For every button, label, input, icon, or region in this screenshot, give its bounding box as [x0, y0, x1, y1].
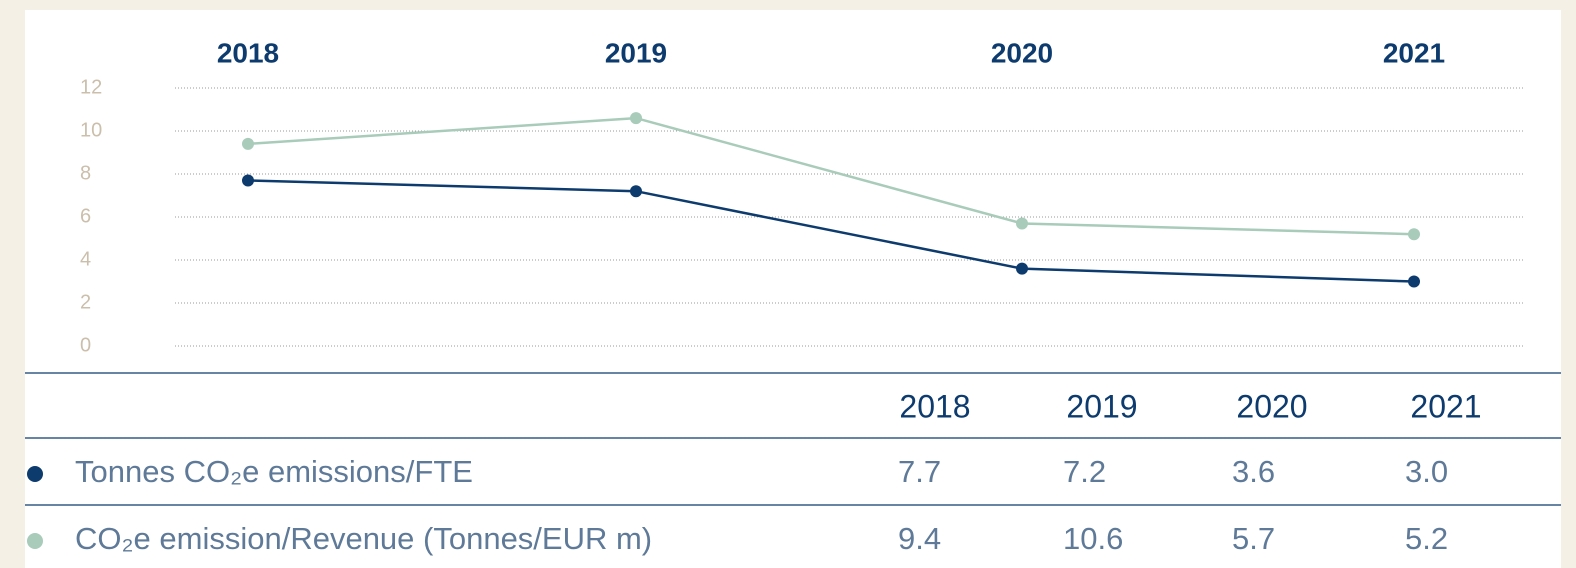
table-cell: 3.0	[1405, 454, 1448, 489]
y-tick-label: 4	[80, 248, 91, 270]
legend-label: CO₂e emission/Revenue (Tonnes/EUR m)	[75, 521, 652, 556]
table-cell: 7.2	[1063, 454, 1106, 489]
table-header: 2021	[1410, 388, 1481, 424]
x-tick-label: 2021	[1383, 37, 1445, 68]
point	[242, 137, 254, 150]
table-cell: 10.6	[1063, 521, 1123, 556]
table-cell: 7.7	[898, 454, 941, 489]
y-tick-label: 12	[80, 76, 102, 98]
table-cell: 9.4	[898, 521, 941, 556]
point	[1016, 217, 1028, 230]
point	[1016, 262, 1028, 275]
legend-dot	[27, 466, 43, 482]
legend-label: Tonnes CO₂e emissions/FTE	[75, 454, 473, 489]
table-cell: 5.2	[1405, 521, 1448, 556]
table-header: 2019	[1066, 388, 1137, 424]
x-tick-label: 2018	[217, 37, 279, 68]
legend-dot	[27, 533, 43, 549]
panel	[25, 10, 1561, 568]
x-tick-label: 2020	[991, 37, 1053, 68]
series-line	[247, 179, 1415, 283]
point	[1408, 275, 1420, 288]
y-tick-label: 2	[80, 291, 91, 313]
y-tick-label: 8	[80, 162, 91, 184]
point	[630, 185, 642, 198]
point	[242, 174, 254, 187]
y-tick-label: 0	[80, 334, 91, 356]
y-tick-label: 6	[80, 205, 91, 227]
table-header: 2018	[899, 388, 970, 424]
table-cell: 5.7	[1232, 521, 1275, 556]
point	[630, 112, 642, 125]
series-line	[247, 116, 1415, 236]
point	[1408, 228, 1420, 241]
x-tick-label: 2019	[605, 37, 667, 68]
y-tick-label: 10	[80, 119, 102, 141]
table-cell: 3.6	[1232, 454, 1275, 489]
table-header: 2020	[1236, 388, 1307, 424]
